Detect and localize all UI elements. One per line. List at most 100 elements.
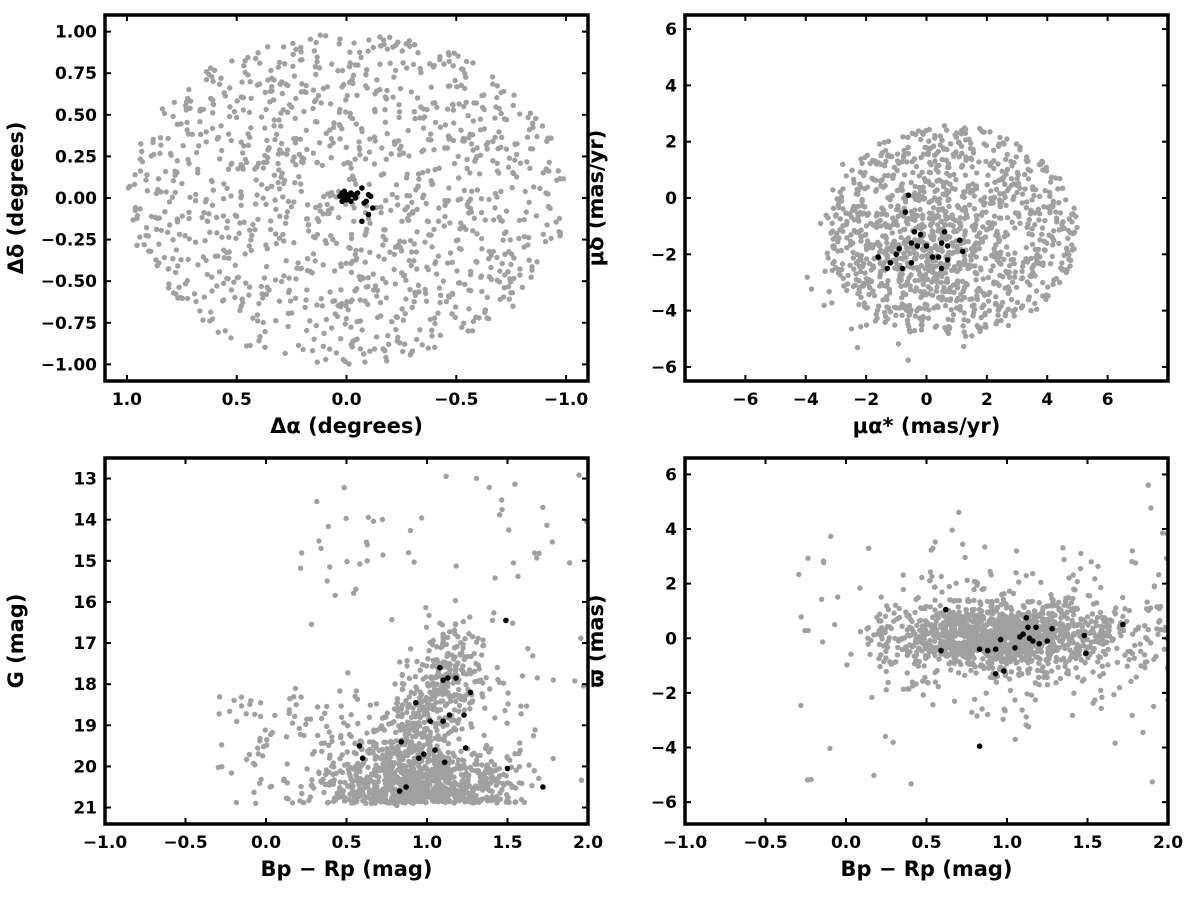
- field-star-point: [195, 170, 201, 176]
- field-star-point: [994, 257, 1000, 263]
- field-star-point: [1033, 306, 1040, 312]
- field-star-point: [445, 260, 451, 266]
- field-star-point: [273, 231, 279, 237]
- x-tick-label: 1.5: [492, 833, 522, 853]
- field-star-point: [465, 328, 471, 334]
- field-star-point: [341, 762, 348, 768]
- field-star-point: [936, 162, 942, 168]
- field-star-point: [942, 303, 949, 309]
- field-star-point: [834, 230, 840, 237]
- field-star-point: [1047, 189, 1053, 196]
- field-star-point: [927, 181, 933, 188]
- field-star-point: [282, 61, 288, 67]
- field-star-point: [266, 287, 272, 293]
- field-star-point: [263, 263, 270, 270]
- field-star-point: [304, 256, 311, 262]
- field-star-point: [195, 262, 201, 268]
- field-star-point: [1010, 279, 1016, 285]
- field-star-point: [1132, 642, 1138, 649]
- field-star-point: [890, 172, 897, 178]
- field-star-point: [345, 159, 351, 166]
- field-star-point: [920, 151, 927, 157]
- field-star-point: [925, 315, 932, 321]
- field-star-point: [257, 780, 263, 787]
- field-star-point: [313, 322, 319, 329]
- field-star-point: [526, 257, 532, 263]
- field-star-point: [224, 275, 230, 282]
- field-star-point: [1011, 313, 1017, 319]
- field-star-point: [143, 232, 149, 239]
- field-star-point: [228, 287, 235, 293]
- field-star-point: [837, 227, 843, 233]
- field-star-point: [1032, 210, 1038, 216]
- y-tick-label: −0.25: [41, 231, 97, 251]
- field-star-point: [494, 94, 500, 101]
- field-star-point: [461, 707, 468, 713]
- field-star-point: [954, 228, 960, 234]
- field-star-point: [491, 762, 498, 768]
- field-star-point: [273, 240, 279, 247]
- field-star-point: [394, 696, 401, 702]
- field-star-point: [467, 271, 474, 278]
- field-star-point: [137, 206, 143, 212]
- field-star-point: [378, 210, 384, 216]
- field-star-point: [262, 89, 268, 96]
- field-star-point: [310, 105, 316, 112]
- field-star-point: [1161, 646, 1168, 652]
- field-star-point: [327, 193, 333, 199]
- field-star-point: [405, 127, 411, 134]
- field-star-point: [502, 251, 508, 257]
- field-star-point: [460, 670, 467, 677]
- field-star-point: [488, 264, 494, 271]
- field-star-point: [921, 247, 927, 254]
- field-star-point: [298, 49, 304, 55]
- field-star-point: [187, 105, 193, 112]
- field-star-point: [434, 681, 440, 687]
- field-star-point: [226, 234, 232, 240]
- member-star-point: [359, 755, 366, 761]
- field-star-point: [470, 118, 477, 124]
- field-star-point: [1054, 215, 1060, 221]
- member-star-point: [461, 712, 467, 718]
- field-star-point: [283, 151, 290, 157]
- field-star-point: [141, 242, 147, 248]
- field-star-point: [383, 156, 389, 162]
- field-star-point: [930, 614, 936, 620]
- field-star-point: [861, 300, 868, 306]
- field-star-point: [1010, 590, 1017, 597]
- member-star-point: [361, 200, 367, 206]
- member-star-point: [446, 712, 453, 718]
- field-star-point: [882, 182, 888, 189]
- field-star-point: [948, 667, 954, 673]
- field-star-point: [1056, 200, 1062, 206]
- field-star-point: [884, 240, 890, 246]
- field-star-point: [349, 786, 355, 793]
- field-star-point: [184, 295, 191, 302]
- field-star-point: [446, 294, 452, 300]
- field-star-point: [1018, 305, 1025, 311]
- field-star-point: [314, 159, 320, 166]
- field-star-point: [243, 280, 249, 286]
- field-star-point: [980, 224, 986, 230]
- field-star-point: [855, 258, 861, 264]
- field-star-point: [490, 81, 496, 87]
- field-star-point: [353, 586, 359, 592]
- field-star-point: [293, 136, 299, 142]
- field-star-point: [954, 278, 961, 284]
- field-star-point: [972, 263, 978, 269]
- field-star-point: [423, 604, 429, 611]
- field-star-point: [299, 790, 305, 797]
- field-star-point: [452, 654, 458, 660]
- field-star-point: [1063, 269, 1070, 276]
- field-star-point: [526, 199, 532, 205]
- field-star-point: [881, 173, 888, 179]
- field-star-point: [407, 646, 414, 652]
- field-star-point: [275, 160, 281, 167]
- field-star-point: [413, 187, 419, 193]
- field-star-point: [460, 645, 466, 652]
- field-star-point: [1069, 247, 1076, 253]
- field-star-point: [950, 312, 957, 318]
- field-star-point: [322, 237, 328, 244]
- field-star-point: [954, 203, 961, 209]
- field-star-point: [999, 591, 1005, 598]
